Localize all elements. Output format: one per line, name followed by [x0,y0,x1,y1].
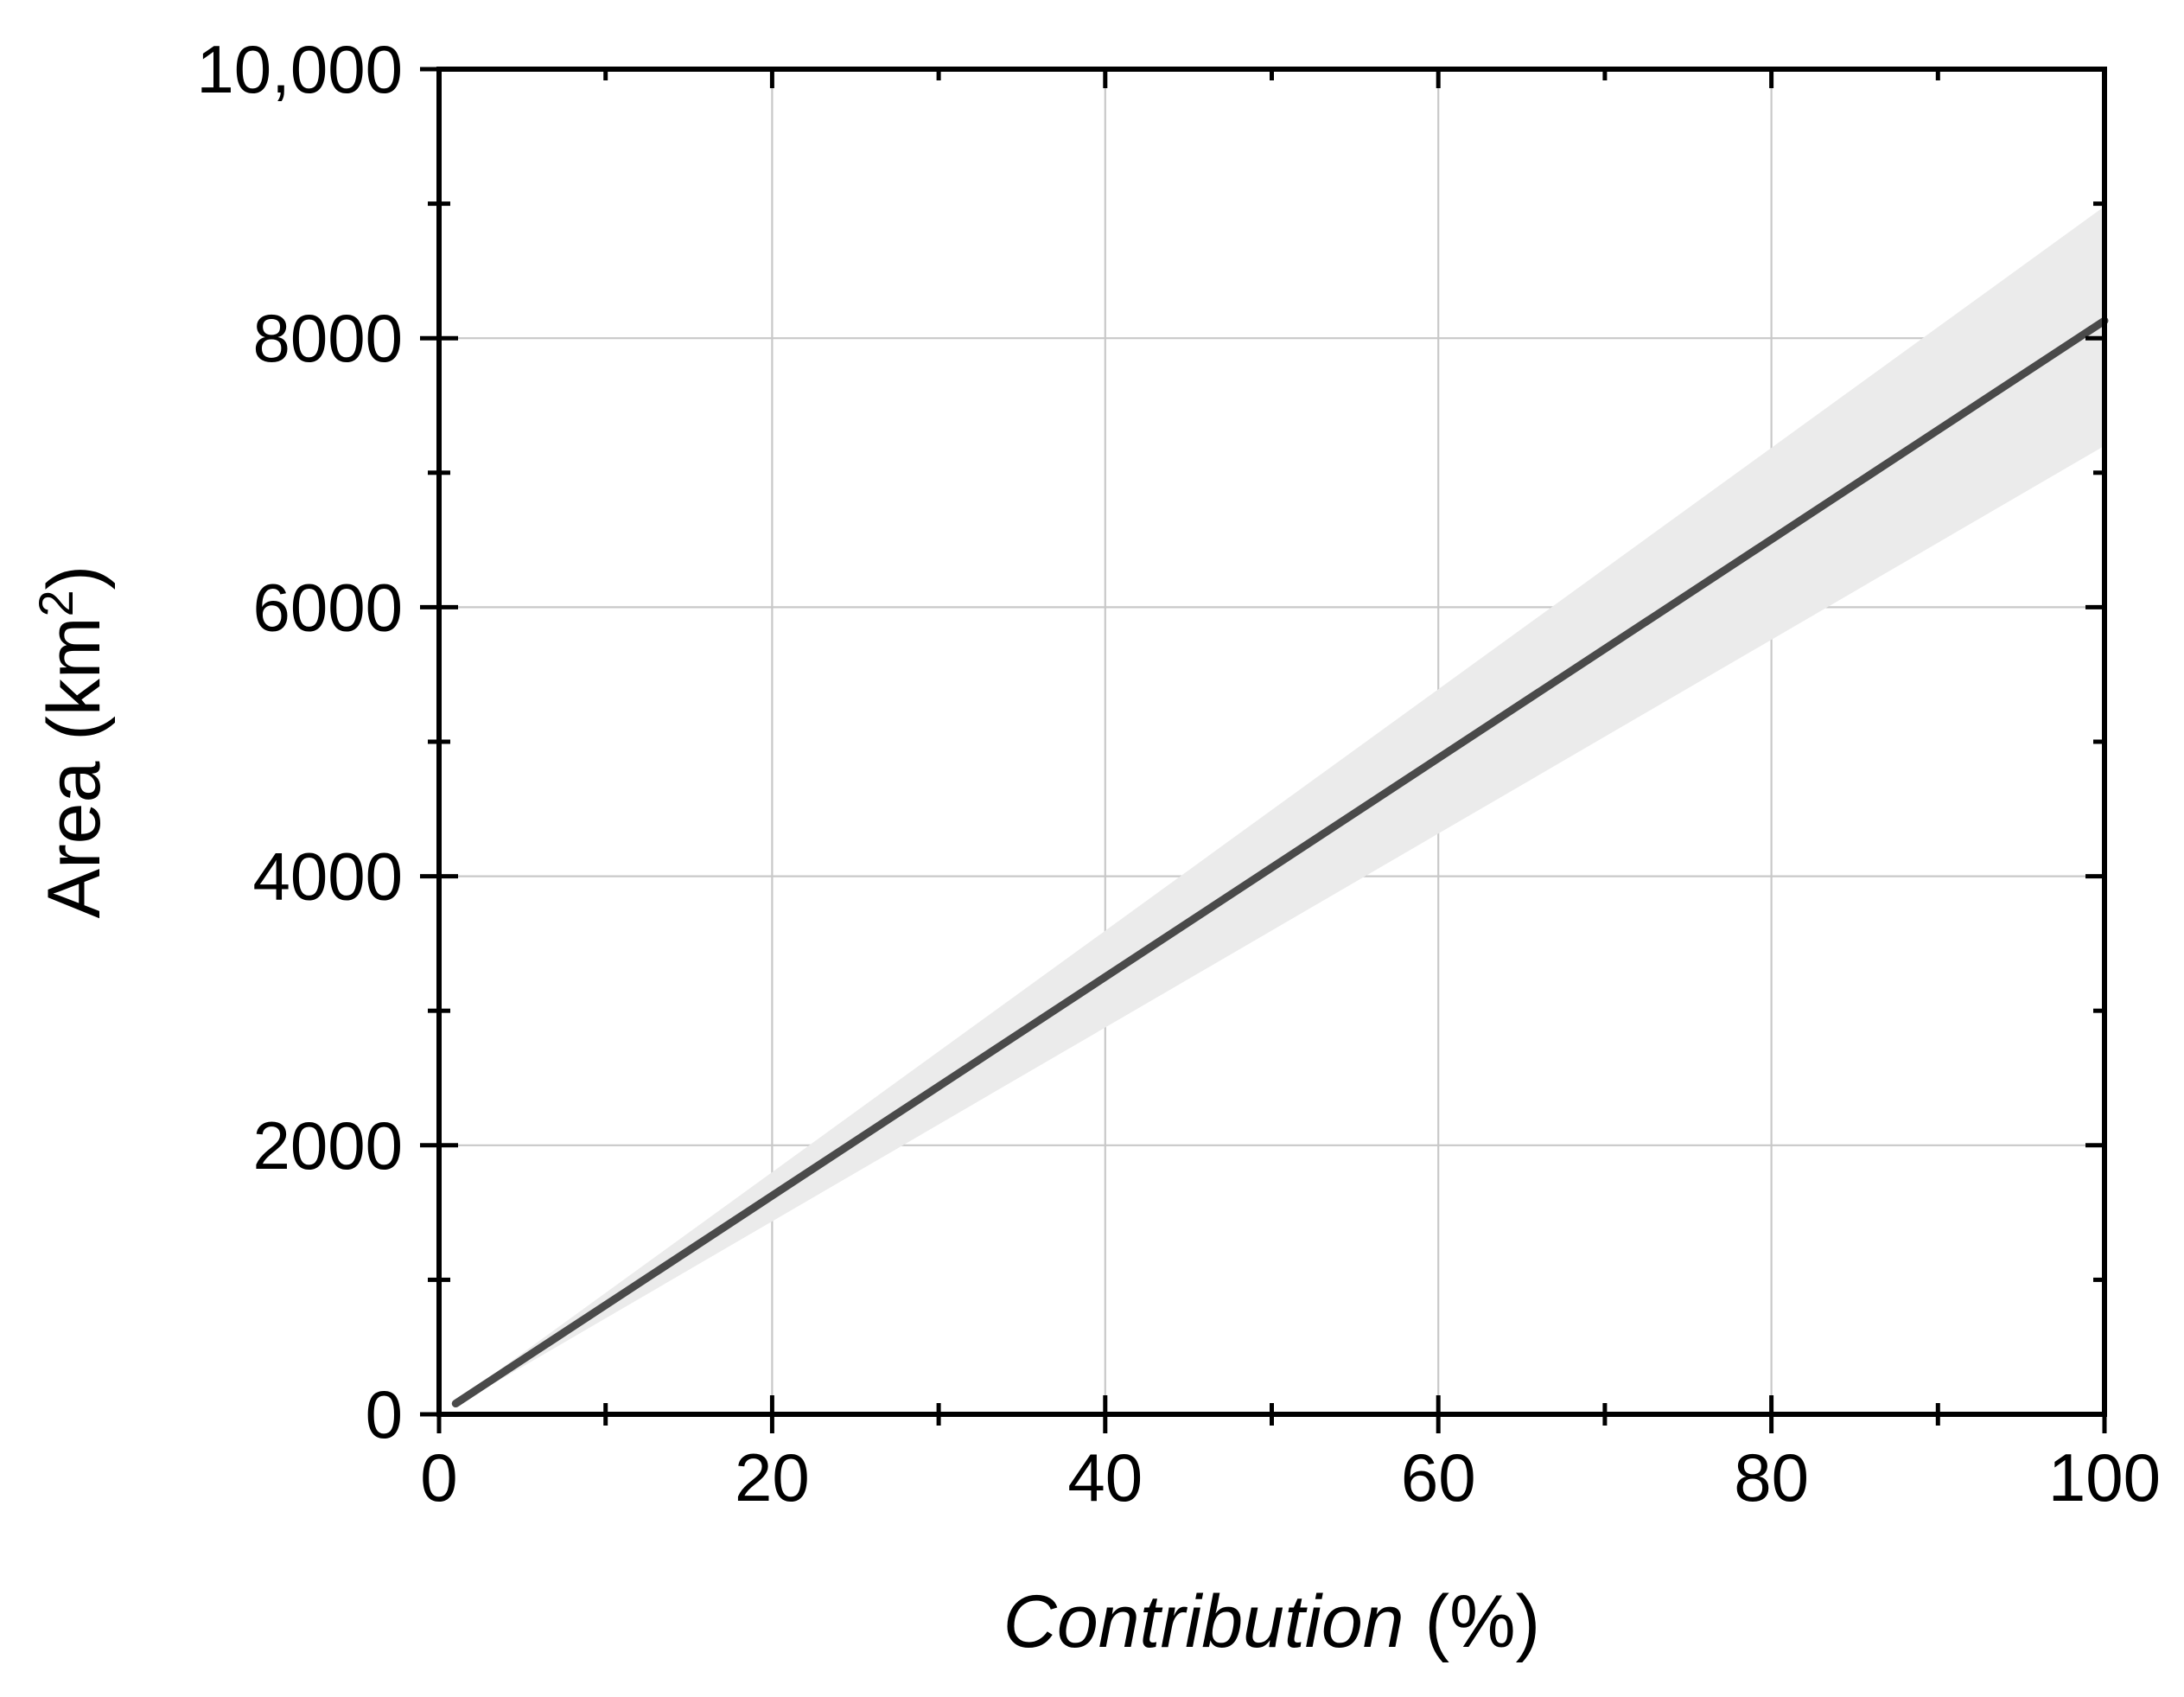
plot-frame [436,67,2107,1417]
y-tick-labels: 0 2000 4000 6000 8000 10,000 [196,31,403,1452]
x-axis-title-unit: (%) [1424,1580,1540,1663]
y-tick-label: 0 [366,1376,403,1452]
series-line [451,316,2109,1408]
x-tick-label: 0 [420,1439,457,1515]
x-tick-label: 40 [1067,1439,1143,1515]
x-tick-label: 100 [2048,1439,2161,1515]
y-axis-title: Area (km2) [29,565,117,919]
confidence-band [455,206,2104,1406]
y-axis-title-main: Area (km [33,616,116,918]
series-layer [451,316,2109,1408]
y-axis-title-close: ) [33,565,116,590]
x-tick-label: 60 [1401,1439,1476,1515]
x-axis-title: Contribution (%) [1003,1580,1540,1663]
y-tick-label: 4000 [252,839,403,915]
tick-marks [420,67,2107,1433]
confidence-band-layer [455,206,2104,1406]
y-tick-label: 8000 [252,300,403,376]
x-tick-label: 20 [735,1439,810,1515]
grid-lines [439,69,2104,1414]
y-axis-title-superscript: 2 [29,590,83,616]
y-tick-label: 6000 [252,569,403,645]
x-axis-title-main: Contribution [1003,1580,1404,1663]
x-tick-label: 80 [1734,1439,1809,1515]
y-tick-label: 10,000 [196,31,403,107]
y-tick-label: 2000 [252,1107,403,1183]
x-tick-labels: 0 20 40 60 80 100 [420,1439,2161,1515]
